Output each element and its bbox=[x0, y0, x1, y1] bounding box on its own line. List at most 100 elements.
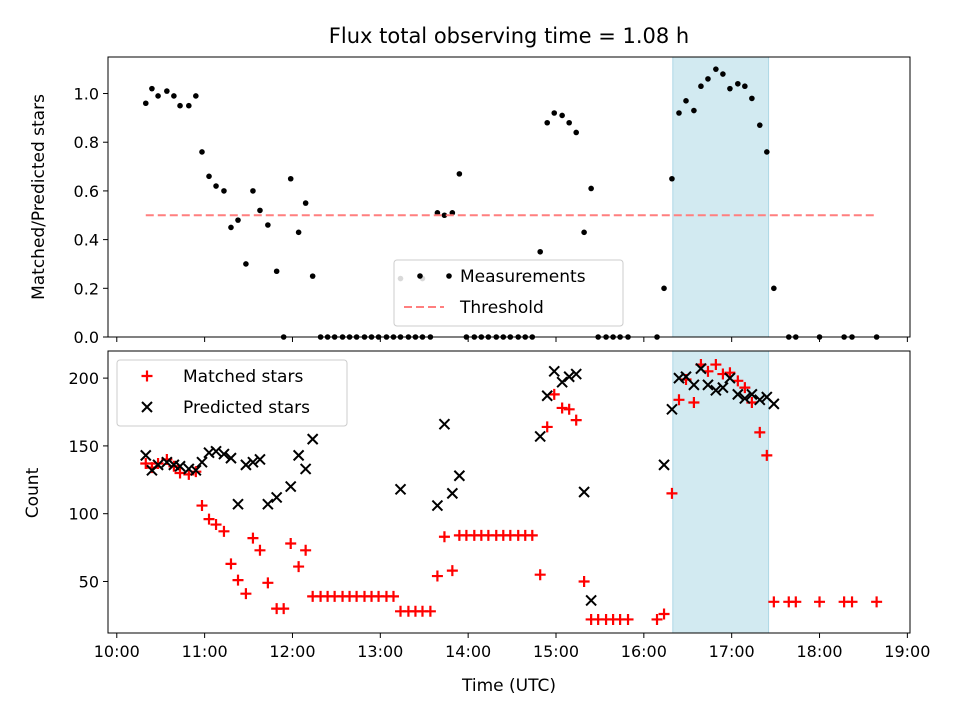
predicted-point bbox=[658, 459, 670, 471]
predicted-point bbox=[556, 376, 568, 388]
predicted-point bbox=[563, 371, 575, 383]
predicted-point bbox=[548, 365, 560, 378]
x-tick-label: 19:00 bbox=[884, 642, 930, 661]
predicted-point bbox=[292, 449, 305, 462]
matched-point bbox=[666, 487, 678, 499]
predicted-point bbox=[140, 449, 152, 462]
matched-point bbox=[768, 596, 780, 608]
measurement-point bbox=[705, 76, 711, 82]
x-tick-label: 14:00 bbox=[445, 642, 491, 661]
x-tick-label: 16:00 bbox=[621, 642, 667, 661]
matched-point bbox=[651, 613, 663, 625]
predicted-point bbox=[724, 372, 736, 384]
predicted-point bbox=[702, 379, 714, 391]
measurement-point bbox=[573, 129, 579, 136]
predicted-point bbox=[262, 498, 274, 510]
measurement-point bbox=[735, 80, 741, 87]
predicted-point bbox=[299, 463, 312, 475]
predicted-point bbox=[394, 483, 407, 495]
matched-point bbox=[232, 574, 244, 586]
measurement-point bbox=[149, 85, 155, 92]
predicted-point bbox=[232, 498, 244, 510]
bottom-legend-label: Predicted stars bbox=[183, 398, 310, 418]
predicted-point bbox=[225, 452, 237, 464]
legend-measurement-swatch bbox=[446, 273, 452, 279]
measurement-point bbox=[771, 285, 777, 292]
measurement-point bbox=[749, 95, 755, 102]
measurement-point bbox=[456, 171, 463, 177]
matched-point bbox=[300, 544, 312, 556]
predicted-point bbox=[732, 388, 744, 401]
x-tick-label: 18:00 bbox=[796, 642, 842, 661]
predicted-point bbox=[438, 418, 451, 430]
x-axis-label: Time (UTC) bbox=[461, 676, 556, 696]
measurement-point bbox=[683, 98, 689, 104]
measurement-point bbox=[764, 149, 770, 155]
measurement-point bbox=[213, 183, 219, 189]
measurement-point bbox=[250, 188, 256, 194]
matched-point bbox=[240, 588, 252, 600]
matched-point bbox=[526, 529, 538, 541]
predicted-point bbox=[446, 487, 459, 500]
top-legend-label: Threshold bbox=[459, 298, 544, 318]
predicted-point bbox=[585, 594, 597, 607]
predicted-point bbox=[695, 362, 707, 375]
measurement-point bbox=[164, 88, 170, 94]
legend-plus-swatch bbox=[141, 370, 153, 382]
predicted-point bbox=[453, 470, 466, 482]
measurement-point bbox=[302, 200, 309, 206]
matched-point bbox=[710, 359, 722, 371]
measurement-point bbox=[544, 119, 551, 126]
measurement-point bbox=[691, 107, 697, 114]
measurement-point bbox=[676, 110, 682, 116]
top-y-tick-label: 0.0 bbox=[74, 328, 99, 347]
matched-point bbox=[739, 382, 751, 394]
measurement-point bbox=[661, 285, 667, 292]
bottom-legend-box bbox=[116, 359, 348, 427]
predicted-point bbox=[534, 430, 546, 443]
legend-measurement-swatch bbox=[417, 273, 423, 279]
predicted-point bbox=[688, 379, 700, 391]
bottom-series-1 bbox=[140, 362, 780, 607]
predicted-point bbox=[240, 459, 252, 471]
measurement-point bbox=[756, 122, 763, 128]
matched-point bbox=[732, 375, 744, 387]
matched-point bbox=[446, 565, 458, 577]
legend-x-swatch bbox=[141, 401, 153, 413]
measurement-point bbox=[669, 175, 675, 182]
measurement-point bbox=[155, 93, 161, 99]
matched-point bbox=[225, 558, 237, 570]
measurement-point bbox=[537, 248, 543, 255]
predicted-point bbox=[174, 460, 186, 472]
matched-point bbox=[754, 426, 766, 438]
matched-point bbox=[431, 570, 443, 582]
predicted-point bbox=[190, 464, 202, 477]
top-legend: Measurements Threshold bbox=[393, 259, 624, 327]
bottom-y-tick-label: 150 bbox=[68, 437, 99, 456]
matched-point bbox=[556, 402, 568, 414]
matched-point bbox=[387, 590, 399, 602]
x-tick-label: 17:00 bbox=[709, 642, 755, 661]
measurement-point bbox=[551, 110, 558, 116]
x-tick-label: 13:00 bbox=[357, 642, 403, 661]
predicted-point bbox=[152, 459, 164, 471]
measurement-point bbox=[698, 83, 704, 90]
matched-point bbox=[293, 561, 305, 573]
x-tick-label: 15:00 bbox=[533, 642, 579, 661]
matched-point bbox=[790, 596, 802, 608]
predicted-point bbox=[247, 456, 259, 468]
chart-title: Flux total observing time = 1.08 h bbox=[329, 24, 689, 48]
measurement-point bbox=[720, 71, 726, 77]
measurement-point bbox=[441, 212, 448, 219]
top-y-tick-label: 0.2 bbox=[74, 279, 99, 298]
bottom-y-axis-label: Count bbox=[23, 467, 43, 518]
predicted-point bbox=[254, 453, 266, 466]
x-tick-label: 11:00 bbox=[182, 642, 228, 661]
matched-point bbox=[278, 603, 290, 615]
measurement-point bbox=[193, 93, 199, 99]
predicted-point bbox=[717, 381, 729, 394]
matched-point bbox=[761, 449, 773, 461]
predicted-point bbox=[666, 403, 678, 416]
measurement-point bbox=[713, 66, 719, 72]
measurement-point bbox=[742, 83, 748, 90]
